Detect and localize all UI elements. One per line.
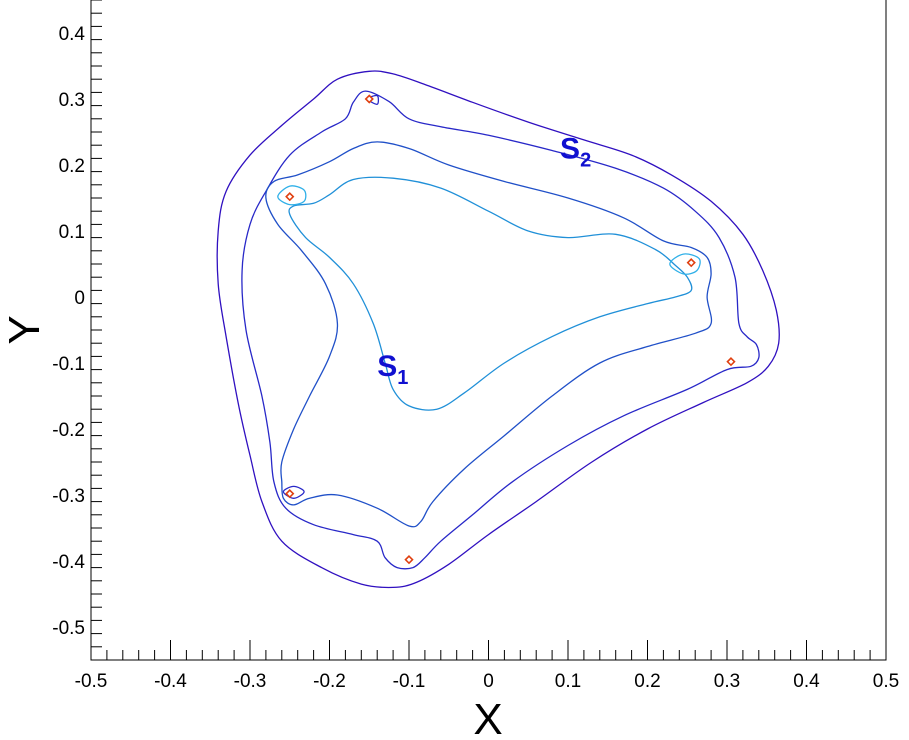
y-tick-label: 0.2 (59, 156, 85, 177)
contour-line-4 (277, 185, 307, 206)
x-tick-label: 0.3 (714, 671, 740, 692)
y-tick-label: 0 (74, 288, 85, 309)
contour-line-2 (265, 141, 713, 528)
x-axis-tick-labels: -0.5 -0.4 -0.3 -0.2 -0.1 0 0.1 0.2 0.3 0.4 0.5 (75, 671, 900, 692)
y-tick-label: 0.1 (59, 222, 85, 243)
curve-label-s1: S1 (377, 350, 408, 389)
plot-frame (90, 0, 887, 661)
y-tick-label: -0.2 (52, 420, 85, 441)
critical-point-markers (285, 94, 736, 565)
y-tick-label: 0.4 (59, 24, 86, 45)
critical-point-marker-4 (285, 489, 295, 499)
x-axis-ticks (90, 640, 887, 660)
critical-point-marker-1 (285, 192, 295, 202)
contour-line-6 (367, 94, 380, 105)
contour-line-3 (288, 176, 693, 411)
x-tick-label: 0.4 (793, 671, 820, 692)
curve-annotations: S2 S1 (377, 132, 591, 389)
x-tick-label: 0.2 (634, 671, 660, 692)
y-axis-tick-labels: 0.4 0.3 0.2 0.1 0 -0.1 -0.2 -0.3 -0.4 -0.5 (52, 24, 85, 639)
contour-line-5 (669, 253, 701, 275)
x-tick-label: 0 (483, 671, 494, 692)
x-axis-title: X (473, 695, 502, 740)
x-tick-label: -0.3 (234, 671, 267, 692)
y-tick-label: 0.3 (59, 90, 85, 111)
x-tick-label: 0.1 (555, 671, 581, 692)
x-tick-label: 0.5 (873, 671, 899, 692)
critical-point-marker-2 (686, 258, 696, 268)
contour-line-0 (216, 70, 780, 589)
x-tick-label: -0.1 (393, 671, 426, 692)
x-tick-label: -0.2 (313, 671, 346, 692)
critical-point-marker-0 (364, 94, 374, 104)
y-tick-label: -0.1 (52, 354, 85, 375)
contour-line-1 (241, 90, 760, 570)
y-axis-title: Y (0, 315, 49, 344)
critical-point-marker-3 (726, 357, 736, 367)
x-tick-label: -0.5 (75, 671, 108, 692)
curve-label-s2: S2 (560, 132, 591, 171)
x-tick-label: -0.4 (154, 671, 187, 692)
y-tick-label: -0.4 (52, 552, 85, 573)
y-tick-label: -0.5 (52, 618, 85, 639)
y-axis-ticks (91, 0, 102, 661)
critical-point-marker-5 (404, 555, 414, 565)
y-tick-label: -0.3 (52, 486, 85, 507)
contour-lines (216, 70, 780, 589)
